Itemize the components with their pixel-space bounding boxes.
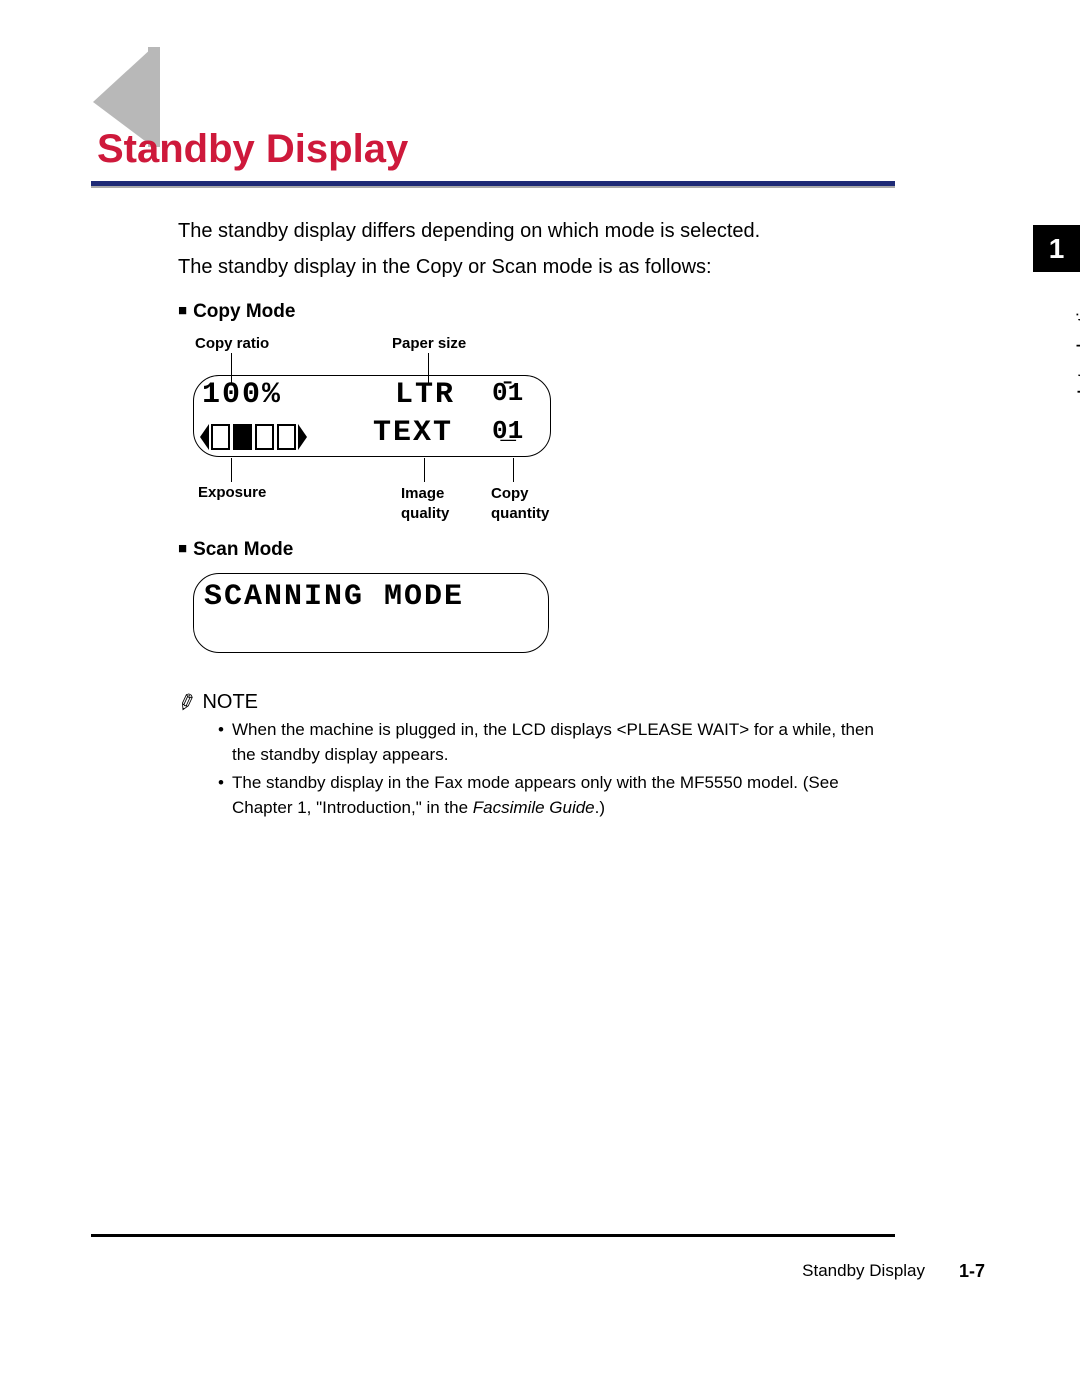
side-label: Introduction: [1075, 290, 1080, 395]
note-bullet-1-text: When the machine is plugged in, the LCD …: [232, 718, 878, 767]
lcd-ratio: 100%: [202, 378, 282, 412]
lcd-text: TEXT: [373, 416, 453, 450]
label-copy-quantity: Copy quantity: [491, 484, 549, 525]
note-bullets: • When the machine is plugged in, the LC…: [218, 718, 878, 825]
exposure-step: [255, 424, 274, 450]
lcd-exposure-meter: [200, 424, 307, 450]
exposure-step-active: [233, 424, 252, 450]
intro-line-1: The standby display differs depending on…: [178, 217, 760, 245]
copy-mode-heading-text: Copy Mode: [193, 301, 295, 322]
lcd-scan-text: SCANNING MODE: [204, 580, 464, 614]
chapter-tab: 1: [1033, 225, 1080, 272]
scan-mode-heading-text: Scan Mode: [193, 539, 293, 560]
scan-mode-heading: ■Scan Mode: [178, 537, 293, 564]
intro-line-2: The standby display in the Copy or Scan …: [178, 253, 712, 281]
bullet-dot: •: [218, 718, 232, 767]
note-bullet-1: • When the machine is plugged in, the LC…: [218, 718, 878, 767]
exposure-step: [277, 424, 296, 450]
title-underline: [91, 181, 895, 186]
label-exposure: Exposure: [198, 484, 266, 501]
lcd-scan-display: SCANNING MODE: [193, 573, 549, 653]
pencil-icon: ✎: [173, 686, 201, 721]
label-image-quality: Image quality: [401, 484, 449, 525]
bullet-dot: •: [218, 771, 232, 820]
note-heading: ✎NOTE: [178, 688, 258, 719]
page-title: Standby Display: [97, 127, 408, 172]
note-bullet-2: • The standby display in the Fax mode ap…: [218, 771, 878, 820]
lcd-paper: LTR: [395, 378, 455, 412]
label-copy-ratio: Copy ratio: [195, 335, 269, 352]
footer-label: Standby Display: [802, 1261, 925, 1281]
chapter-number: 1: [1049, 233, 1065, 265]
exposure-tri-left: [200, 424, 209, 450]
label-paper-size: Paper size: [392, 335, 466, 352]
callout-line: [231, 458, 232, 482]
footer-rule: [91, 1234, 895, 1237]
note-label: NOTE: [202, 691, 258, 713]
copy-mode-heading: ■Copy Mode: [178, 299, 295, 326]
callout-line: [424, 458, 425, 482]
exposure-tri-right: [298, 424, 307, 450]
note-bullet-2-text: The standby display in the Fax mode appe…: [232, 771, 878, 820]
footer-page: 1-7: [959, 1261, 985, 1282]
callout-line: [513, 458, 514, 482]
exposure-step: [211, 424, 230, 450]
